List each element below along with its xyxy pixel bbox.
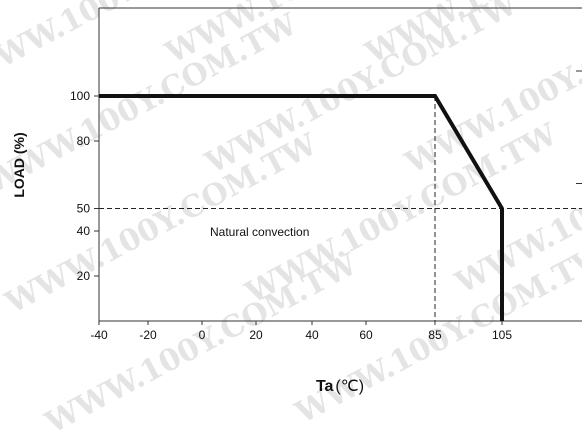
x-tick-label: 0 xyxy=(199,328,206,342)
x-axis-title-unit: (℃) xyxy=(335,378,364,395)
x-tick-label: 60 xyxy=(359,328,373,342)
y-tick-label: 20 xyxy=(77,269,91,283)
y-tick-label: 80 xyxy=(77,134,91,148)
x-tick-label: 85 xyxy=(428,328,442,342)
derating-chart: 100 80 50 40 20 -40 -20 0 20 40 60 85 105 Natural co… xyxy=(0,0,582,401)
annotation-label: Natural convection xyxy=(210,225,309,239)
x-tick-label: 105 xyxy=(492,328,512,342)
x-tick-label: -20 xyxy=(139,328,157,342)
x-axis-title-main: Ta xyxy=(316,378,334,395)
y-tick-label: 40 xyxy=(77,224,91,238)
x-tick-label: -40 xyxy=(90,328,108,342)
x-axis-title: Ta(℃) xyxy=(316,378,364,395)
y-axis-title: LOAD (%) xyxy=(11,132,27,197)
x-tick-label: 40 xyxy=(305,328,319,342)
x-tick-label: 20 xyxy=(249,328,263,342)
y-tick-label: 100 xyxy=(70,89,90,103)
y-tick-label: 50 xyxy=(77,202,91,216)
